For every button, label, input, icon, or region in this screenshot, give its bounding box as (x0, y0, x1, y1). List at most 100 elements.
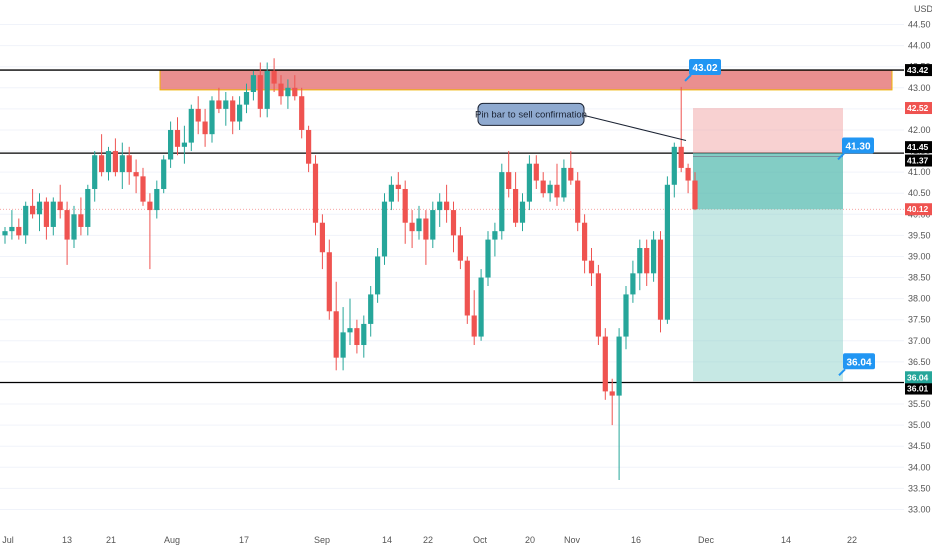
candle[interactable] (78, 197, 84, 236)
candle[interactable] (533, 155, 539, 189)
candle[interactable] (9, 210, 15, 240)
candle[interactable] (57, 184, 63, 219)
candle[interactable] (657, 231, 664, 333)
candle[interactable] (250, 70, 256, 101)
candle[interactable] (368, 285, 374, 337)
candle[interactable] (119, 142, 125, 189)
candle[interactable] (540, 172, 546, 198)
candle[interactable] (651, 231, 657, 282)
candle[interactable] (354, 319, 360, 354)
candle[interactable] (223, 92, 229, 126)
candle[interactable] (375, 248, 381, 303)
candle[interactable] (664, 176, 670, 324)
candle[interactable] (685, 163, 691, 194)
candle[interactable] (381, 193, 388, 265)
candle[interactable] (16, 218, 22, 240)
candle[interactable] (464, 256, 470, 324)
candle[interactable] (568, 151, 574, 185)
candle[interactable] (292, 75, 298, 101)
time-axis[interactable]: Jul 13 21 Aug 17 Sep 14 22 Oct 20 Nov 16 Dec 14 22 (0, 530, 932, 550)
candle[interactable] (50, 197, 56, 236)
candle[interactable] (299, 87, 305, 139)
candle[interactable] (306, 125, 312, 173)
candle[interactable] (271, 58, 277, 93)
candle[interactable] (671, 142, 677, 198)
candle[interactable] (402, 180, 408, 244)
candle[interactable] (319, 214, 325, 270)
candle[interactable] (575, 172, 581, 232)
candle[interactable] (602, 328, 608, 400)
candle[interactable] (595, 264, 601, 346)
candle[interactable] (478, 269, 484, 341)
candle[interactable] (237, 96, 243, 130)
candle[interactable] (616, 328, 622, 480)
candle[interactable] (582, 214, 588, 274)
candle[interactable] (623, 285, 629, 350)
candle[interactable] (340, 307, 346, 371)
candle[interactable] (181, 125, 187, 164)
annotation-callout[interactable]: Pin bar to sell confirmation (475, 102, 687, 141)
candle[interactable] (147, 193, 153, 270)
price-callout[interactable]: 41.30 (837, 137, 874, 161)
candle[interactable] (547, 180, 553, 202)
candle[interactable] (437, 193, 443, 227)
candle[interactable] (561, 159, 567, 202)
candle[interactable] (513, 172, 519, 227)
candle[interactable] (188, 104, 194, 152)
candle[interactable] (168, 121, 174, 168)
candle[interactable] (326, 239, 332, 320)
candle[interactable] (112, 138, 118, 177)
candle[interactable] (92, 151, 98, 202)
short-position-tool[interactable] (693, 108, 843, 382)
candle[interactable] (257, 62, 263, 118)
candle[interactable] (444, 184, 450, 223)
candle[interactable] (64, 201, 70, 265)
candle[interactable] (485, 231, 491, 286)
candle[interactable] (554, 163, 560, 206)
candle[interactable] (230, 96, 236, 135)
price-callout[interactable]: 43.02 (684, 58, 721, 82)
candle[interactable] (312, 155, 319, 236)
candle[interactable] (678, 86, 684, 173)
candle[interactable] (195, 96, 201, 135)
candle[interactable] (430, 201, 436, 249)
candle[interactable] (71, 205, 77, 249)
candle[interactable] (202, 108, 208, 147)
candle[interactable] (333, 281, 339, 371)
candle[interactable] (133, 159, 139, 194)
candle[interactable] (450, 201, 457, 253)
candle[interactable] (43, 197, 49, 240)
candle[interactable] (2, 226, 8, 244)
candle[interactable] (347, 298, 353, 346)
candle[interactable] (637, 239, 643, 291)
candle[interactable] (609, 378, 615, 426)
candle[interactable] (23, 201, 29, 244)
candle[interactable] (395, 172, 401, 202)
candle[interactable] (416, 205, 422, 240)
candle[interactable] (36, 193, 43, 232)
candle[interactable] (506, 151, 512, 198)
candle[interactable] (492, 222, 498, 257)
candle[interactable] (161, 155, 167, 194)
candle[interactable] (457, 226, 463, 270)
candle[interactable] (409, 210, 415, 249)
candle[interactable] (264, 62, 270, 118)
candle[interactable] (243, 83, 250, 114)
candle[interactable] (140, 167, 146, 206)
price-callout[interactable]: 36.04 (838, 353, 875, 376)
candle[interactable] (361, 315, 367, 358)
candle[interactable] (388, 176, 394, 211)
candle[interactable] (85, 184, 91, 236)
candle[interactable] (209, 96, 215, 143)
candle[interactable] (692, 172, 698, 211)
candle[interactable] (105, 146, 112, 181)
candle[interactable] (99, 134, 105, 177)
candle[interactable] (174, 117, 181, 156)
candle[interactable] (154, 180, 160, 219)
candle[interactable] (126, 146, 132, 185)
candle[interactable] (278, 75, 284, 105)
candle[interactable] (285, 79, 291, 109)
candle[interactable] (526, 155, 532, 211)
candle[interactable] (588, 248, 595, 286)
